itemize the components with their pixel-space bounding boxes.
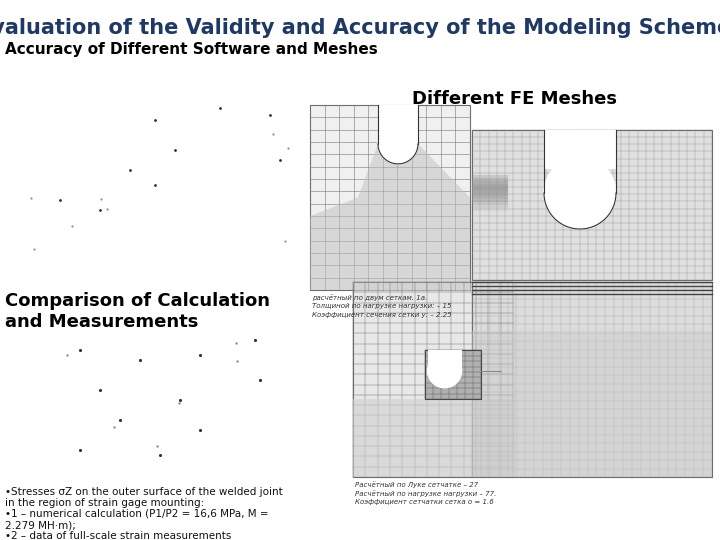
Text: in the region of strain gage mounting:: in the region of strain gage mounting: [5,498,204,508]
Text: Толщиной по нагрузке нагрузки: – 15: Толщиной по нагрузке нагрузки: – 15 [312,303,451,309]
Bar [472,184,508,199]
Bar [472,330,712,477]
Bar [472,178,508,193]
Circle shape [428,354,462,388]
Bar [544,130,616,169]
Polygon shape [310,144,470,290]
Circle shape [544,157,616,229]
Bar [310,105,470,290]
Bar [353,399,513,477]
Text: Расчётный по Луке сетчатке – 27: Расчётный по Луке сетчатке – 27 [355,481,478,488]
Text: •Stresses σZ on the outer surface of the welded joint: •Stresses σZ on the outer surface of the… [5,487,283,497]
Circle shape [378,124,418,164]
Text: 2.279 MH·m);: 2.279 MH·m); [5,520,76,530]
Bar [472,130,712,280]
Text: Accuracy of Different Software and Meshes: Accuracy of Different Software and Meshe… [5,42,378,57]
Text: •2 – data of full-scale strain measurements: •2 – data of full-scale strain measureme… [5,531,231,540]
Bar [425,350,481,399]
Text: Коэффициент сетчатки сетка о = 1.6: Коэффициент сетчатки сетка о = 1.6 [355,499,494,505]
Bar [472,282,712,477]
Bar [353,282,513,477]
Bar [472,181,508,196]
Text: Расчётный по нагрузке нагрузки – 77.: Расчётный по нагрузке нагрузки – 77. [355,490,496,497]
Bar [472,175,508,190]
Text: Different FE Meshes: Different FE Meshes [413,90,618,108]
Bar [428,350,462,371]
Text: расчётный по двум сеткам. 1а.: расчётный по двум сеткам. 1а. [312,294,427,301]
Text: •1 – numerical calculation (P1/P2 = 16,6 MPa, M =: •1 – numerical calculation (P1/P2 = 16,6… [5,509,269,519]
Bar [472,196,508,211]
Text: Evaluation of the Validity and Accuracy of the Modeling Schemes: Evaluation of the Validity and Accuracy … [0,18,720,38]
Bar [378,105,418,144]
Text: Коэффициент сечения сетки у: – 2.25: Коэффициент сечения сетки у: – 2.25 [312,312,451,318]
Bar [472,187,508,202]
Text: Comparison of Calculation
and Measurements: Comparison of Calculation and Measuremen… [5,292,270,331]
Bar [472,190,508,205]
Bar [472,193,508,208]
